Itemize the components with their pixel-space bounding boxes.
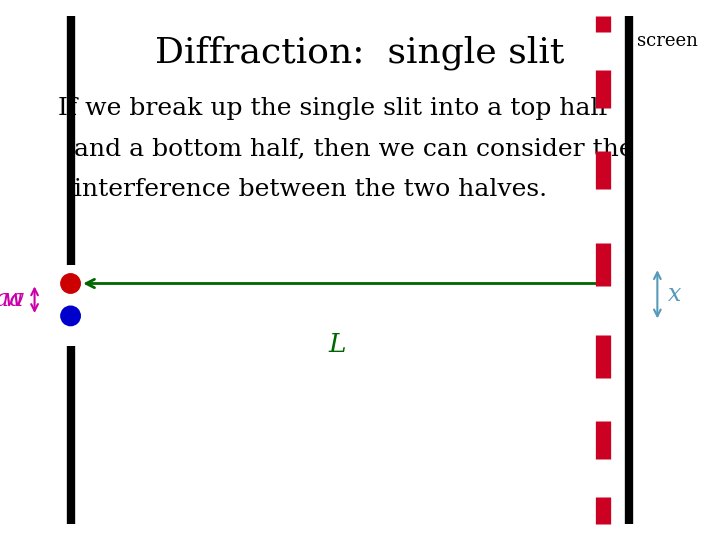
Text: and a bottom half, then we can consider the: and a bottom half, then we can consider … bbox=[58, 138, 633, 161]
Text: #cc00aa: #cc00aa bbox=[0, 288, 24, 311]
Text: interference between the two halves.: interference between the two halves. bbox=[58, 178, 546, 201]
Text: L: L bbox=[328, 332, 346, 357]
Text: If we break up the single slit into a top half: If we break up the single slit into a to… bbox=[58, 97, 608, 120]
Text: x: x bbox=[668, 283, 682, 306]
Text: Diffraction:  single slit: Diffraction: single slit bbox=[156, 35, 564, 70]
Circle shape bbox=[60, 274, 81, 293]
Text: w: w bbox=[4, 288, 24, 311]
Text: screen: screen bbox=[637, 32, 698, 50]
Circle shape bbox=[60, 306, 81, 326]
